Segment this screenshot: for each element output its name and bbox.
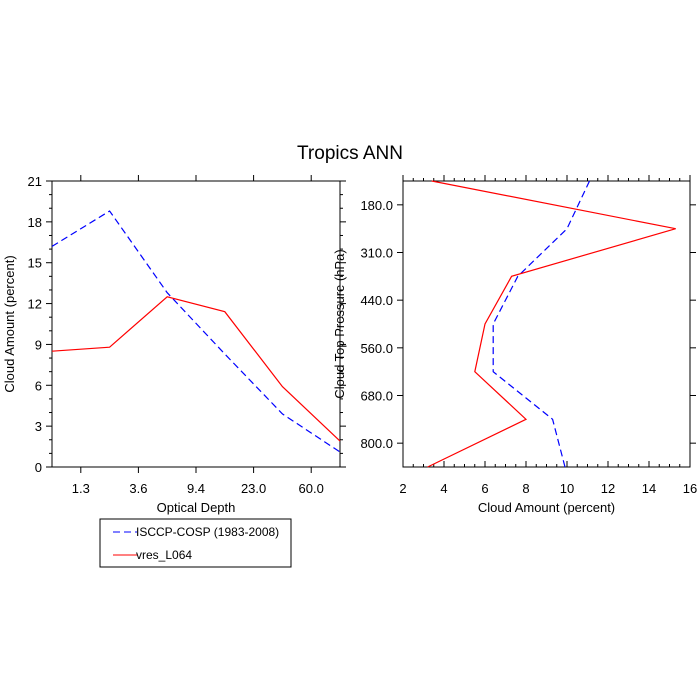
right-ytick-label-3: 560.0: [360, 341, 393, 356]
left-ytick-label-5: 15: [28, 256, 42, 271]
left-xtick-label-2: 9.4: [187, 481, 205, 496]
right-xtick-label-6: 14: [642, 481, 656, 496]
right-xtick-label-5: 12: [601, 481, 615, 496]
right-series-line-1: [427, 180, 676, 468]
right-y-axis-label: Cloud Top Pressure (hPa): [332, 249, 347, 398]
right-xtick-label-7: 16: [683, 481, 697, 496]
left-xtick-label-1: 3.6: [129, 481, 147, 496]
left-panel: 0 3 6 9 12 15 18 21 1.3 3.6 9.4 23.0 60.0 Optical Dep…: [2, 174, 346, 515]
right-x-axis-label: Cloud Amount (percent): [478, 500, 615, 515]
left-series-line-1: [51, 296, 341, 442]
right-plot-frame: [402, 180, 691, 468]
legend-box: [99, 518, 292, 568]
left-y-axis-label: Cloud Amount (percent): [2, 255, 17, 392]
right-xtick-label-3: 8: [522, 481, 529, 496]
right-xtick-label-4: 10: [560, 481, 574, 496]
legend-label-vres: vres_L064: [136, 548, 192, 562]
left-x-axis-label: Optical Depth: [157, 500, 236, 515]
left-xtick-label-0: 1.3: [72, 481, 90, 496]
legend: ISCCP-COSP (1983-2008) vres_L064: [99, 518, 292, 568]
right-ytick-label-5: 800.0: [360, 436, 393, 451]
right-ytick-label-1: 310.0: [360, 246, 393, 261]
right-xtick-label-1: 4: [440, 481, 447, 496]
right-panel: 2 4 6 8 10 12 14 16 180.0 310.0 440.0 560.0 680.0 800…: [332, 175, 697, 515]
left-ytick-label-4: 12: [28, 297, 42, 312]
right-ytick-label-0: 180.0: [360, 198, 393, 213]
right-series-line-0: [492, 180, 591, 468]
right-xtick-label-0: 2: [399, 481, 406, 496]
right-ytick-label-4: 680.0: [360, 389, 393, 404]
left-ytick-label-7: 21: [28, 174, 42, 189]
legend-label-isccp: ISCCP-COSP (1983-2008): [136, 525, 279, 539]
right-xtick-label-2: 6: [481, 481, 488, 496]
left-series-line-0: [51, 210, 341, 453]
right-ytick-label-2: 440.0: [360, 293, 393, 308]
figure-title: Tropics ANN: [297, 143, 403, 164]
left-ytick-label-3: 9: [35, 337, 42, 352]
left-ytick-label-0: 0: [35, 460, 42, 475]
left-ytick-label-6: 18: [28, 215, 42, 230]
left-ytick-label-1: 3: [35, 419, 42, 434]
left-xtick-label-4: 60.0: [299, 481, 324, 496]
left-ytick-label-2: 6: [35, 378, 42, 393]
left-xtick-label-3: 23.0: [241, 481, 266, 496]
